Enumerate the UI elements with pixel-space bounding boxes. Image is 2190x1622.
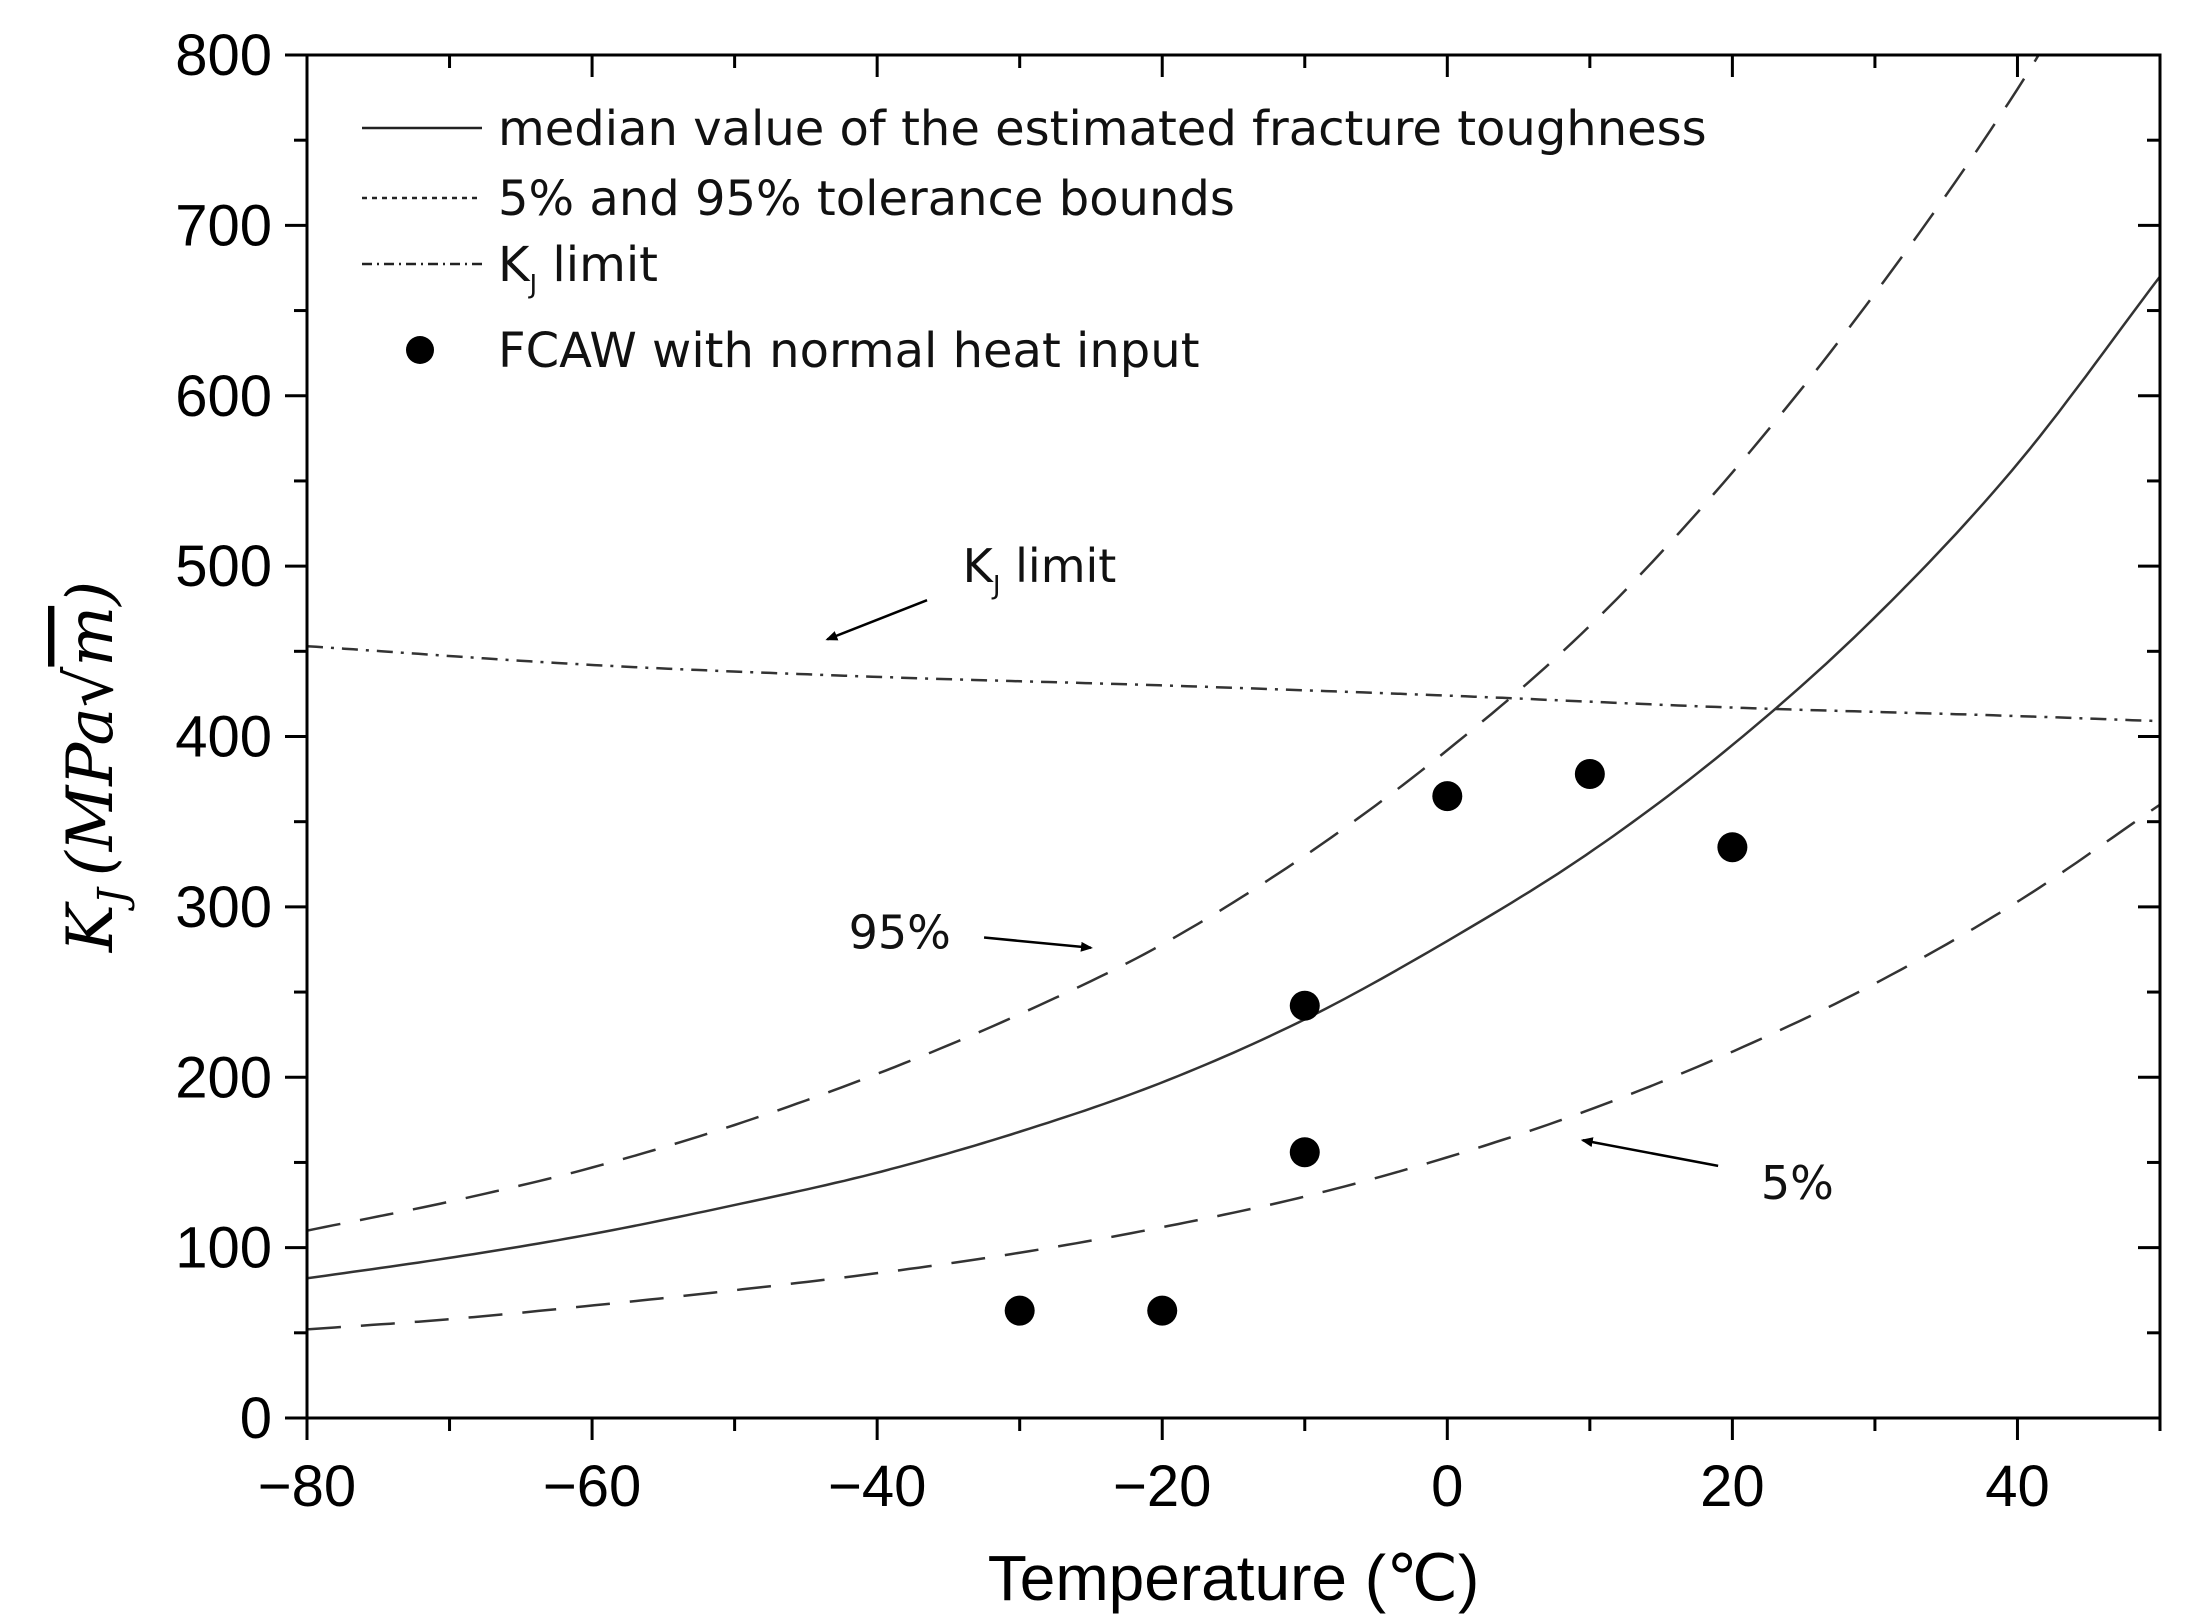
y-close-paren: ) [54,581,128,608]
y-symbol: K [54,901,128,953]
y-axis-title: KJ(MPa√m) [54,581,136,953]
legend-label-kj: KJ limit [498,237,658,300]
tick-labels: −80 −60 −40 −20 0 20 4001002003004005006007008… [175,23,2050,1519]
annotation-5-percent: 5% [1761,1156,1834,1210]
x-tick-label: 0 [1431,1454,1463,1519]
annotation-arrow-95-percent [983,936,1093,952]
series-median-value-of-the-estimated-fracture-toughness [307,275,2160,1280]
series-5-tolerance-bound [307,803,2160,1331]
annotation-kj-sub: J [991,571,1001,601]
legend-label-bounds: 5% and 95% tolerance bounds [498,171,1235,227]
annotation-kj-limit: KJ limit [963,539,1117,601]
data-point [1004,1295,1035,1326]
annotations: KJ limit 95% 5% [825,539,1834,1210]
legend: median value of the estimated fracture t… [362,101,1707,379]
x-tick-label: −60 [543,1454,641,1519]
legend-kj-main: K [498,237,531,293]
y-open-paren: ( [54,849,128,876]
y-tick-label: 600 [175,364,272,429]
annotation-arrow-kj-limit [825,599,928,641]
series-layer [307,55,2160,1331]
data-point [1289,1137,1320,1168]
legend-kj-rest: limit [537,237,658,293]
y-unit-sqrt: √ [54,666,128,707]
x-tick-label: −40 [828,1454,926,1519]
y-tick-label: 0 [240,1386,272,1451]
data-point [1147,1295,1178,1326]
y-tick-label: 300 [175,875,272,940]
data-point [1717,832,1748,863]
x-axis-title: Temperature (℃) [988,1542,1480,1614]
y-tick-label: 500 [175,534,272,599]
y-tick-label: 100 [175,1216,272,1281]
y-unit-arg: m [54,606,128,667]
legend-label-fcaw: FCAW with normal heat input [498,323,1200,379]
annotation-kj-main: K [963,539,995,593]
points-layer [1004,758,1748,1326]
data-point [1574,758,1605,789]
series-95-tolerance-bound [307,55,2041,1232]
y-unit-main: MPa [54,707,128,852]
y-tick-label: 400 [175,705,272,770]
annotation-kj-rest: limit [1001,539,1117,593]
y-tick-label: 800 [175,23,272,88]
x-tick-label: 20 [1700,1454,1765,1519]
axis-ticks [285,53,2162,1440]
y-tick-label: 700 [175,193,272,258]
y-tick-label: 200 [175,1045,272,1110]
x-tick-label: −20 [1113,1454,1211,1519]
x-tick-label: 40 [1985,1454,2050,1519]
series-k-j-limit [307,644,2160,723]
legend-label-median: median value of the estimated fracture t… [498,101,1707,157]
x-tick-label: −80 [258,1454,356,1519]
annotation-95-percent: 95% [849,905,951,959]
annotation-arrow-5-percent [1580,1137,1719,1168]
data-point [1289,990,1320,1021]
plot-frame [305,53,2162,1420]
legend-marker-swatch [406,336,434,364]
legend-kj-sub: J [527,270,537,300]
data-point [1432,781,1463,812]
